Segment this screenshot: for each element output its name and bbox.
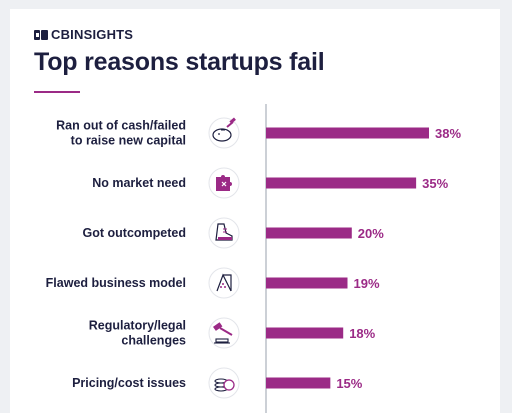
- sneaker-icon: [208, 217, 240, 249]
- chart-card: [10, 9, 500, 413]
- bar: [266, 377, 331, 389]
- value-label: 38%: [435, 126, 461, 141]
- category-label: Regulatory/legal: [89, 319, 186, 333]
- bar: [266, 327, 344, 339]
- category-label: Pricing/cost issues: [72, 376, 186, 390]
- category-label: Got outcompeted: [83, 226, 186, 240]
- puzzle-piece-icon: [208, 167, 240, 199]
- value-label: 18%: [349, 326, 375, 341]
- value-label: 20%: [358, 226, 384, 241]
- brand-name: CBINSIGHTS: [51, 27, 134, 42]
- gavel-icon: [208, 317, 240, 349]
- category-label: Ran out of cash/failed: [56, 119, 186, 133]
- value-label: 35%: [422, 176, 448, 191]
- bar: [266, 227, 352, 239]
- value-label: 15%: [336, 376, 362, 391]
- category-label: Flawed business model: [46, 276, 186, 290]
- coin-stack-icon: [208, 367, 240, 399]
- category-label: to raise new capital: [71, 134, 186, 148]
- title-underline: [34, 91, 80, 93]
- bar: [266, 277, 348, 289]
- category-label: No market need: [92, 176, 186, 190]
- house-of-cards-icon: [208, 267, 240, 299]
- category-label: challenges: [121, 334, 186, 348]
- brand: CBINSIGHTS: [34, 27, 133, 42]
- cb-insights-logo-icon: [34, 29, 48, 40]
- value-label: 19%: [354, 276, 380, 291]
- bar: [266, 177, 417, 189]
- page-title: Top reasons startups fail: [34, 48, 325, 76]
- piggy-bank-icon: [208, 117, 240, 149]
- bar: [266, 127, 429, 139]
